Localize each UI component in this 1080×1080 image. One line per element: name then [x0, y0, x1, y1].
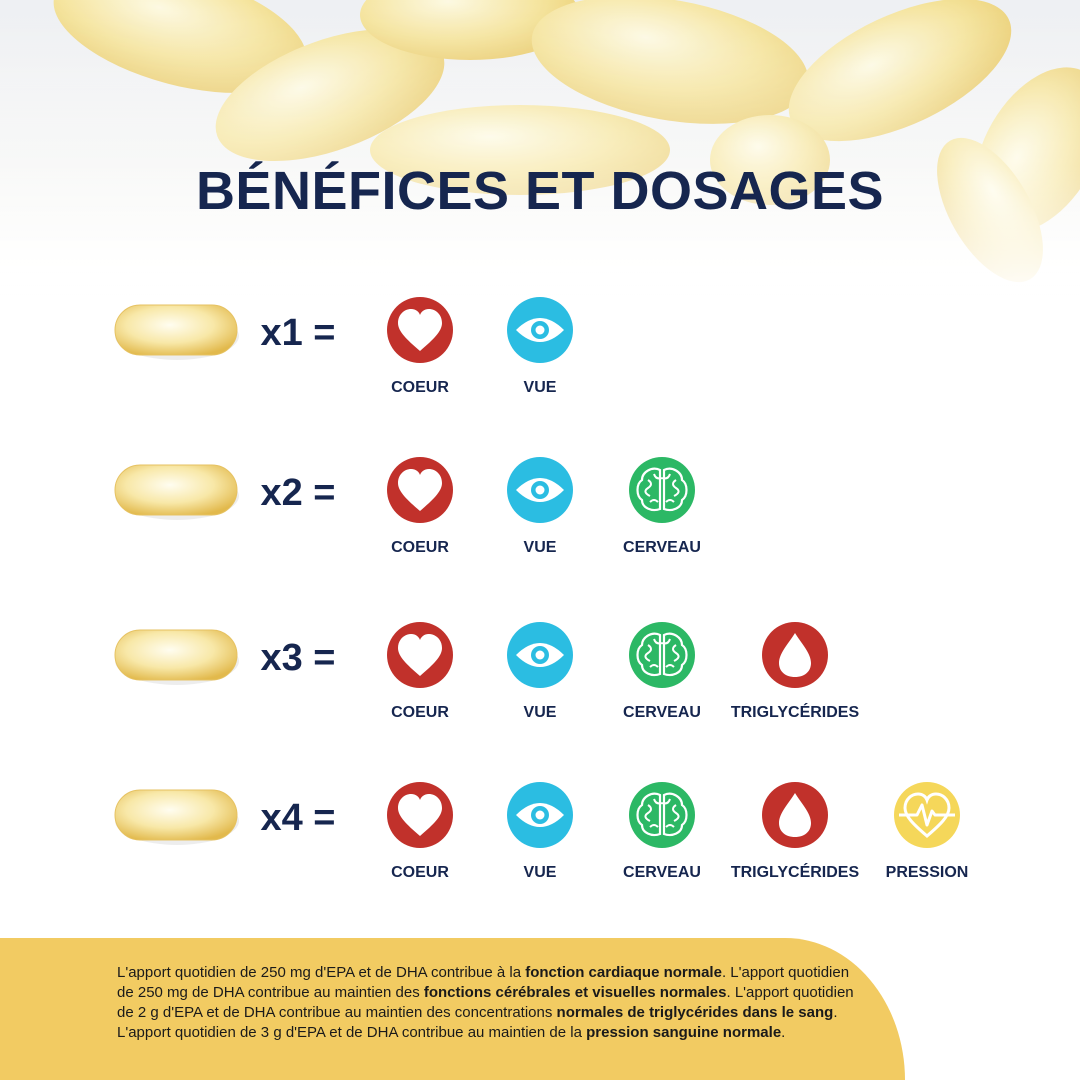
heart-glyph	[398, 794, 442, 836]
eye-pupil	[535, 325, 545, 335]
dosage-rows: x1 = COEUR VUE x2 = COEUR VUE CERVEAU x3 = COEUR…	[114, 297, 969, 881]
footnote-segment: . L'apport quotidien de 250 mg de DHA co…	[117, 964, 850, 1001]
benefit-icon	[387, 782, 453, 848]
capsule	[114, 304, 238, 356]
footnote-segment: L'apport quotidien de 250 mg d'EPA et de…	[117, 964, 526, 981]
footnote-bold: fonctions cérébrales et visuelles normal…	[423, 984, 727, 1001]
drop-glyph	[779, 793, 811, 837]
heart-glyph	[398, 469, 442, 511]
benefit-icon	[507, 782, 573, 848]
benefit-icon	[507, 622, 573, 688]
capsule	[114, 629, 238, 681]
brain-folds	[644, 638, 680, 668]
benefit-label: VUE	[524, 864, 557, 881]
footnote-segment: . L'apport quotidien de 2 g d'EPA et de …	[117, 984, 854, 1021]
benefit-icon	[762, 622, 828, 688]
benefit-label: VUE	[524, 539, 557, 556]
brain-glyph	[636, 467, 688, 512]
footnote-segment: . L'apport quotidien de 3 g d'EPA et de …	[117, 1004, 838, 1041]
benefit-icon	[629, 782, 695, 848]
benefit-icon	[762, 782, 828, 848]
benefit-label: COEUR	[391, 539, 449, 556]
eye-pupil	[535, 650, 545, 660]
benefit-label: COEUR	[391, 704, 449, 721]
footnote-panel: L'apport quotidien de 250 mg d'EPA et de…	[0, 938, 905, 1080]
footnote-bold: fonction cardiaque normale	[525, 964, 722, 981]
brain-folds	[644, 473, 680, 503]
brain-folds	[644, 798, 680, 828]
benefit-label: CERVEAU	[623, 864, 701, 881]
icon-circle	[629, 782, 695, 848]
dosage-row: x1 = COEUR VUE	[114, 297, 573, 396]
benefit-label: PRESSION	[886, 864, 969, 881]
pulse-line	[899, 803, 955, 827]
benefit-label: VUE	[524, 379, 557, 396]
drop-glyph	[779, 633, 811, 677]
heart-glyph	[398, 634, 442, 676]
dosage-row: x3 = COEUR VUE CERVEAU TRIGLYCÉRIDES	[114, 622, 860, 721]
dosage-row: x2 = COEUR VUE CERVEAU	[114, 457, 701, 556]
heart-glyph	[398, 309, 442, 351]
benefit-icon	[629, 622, 695, 688]
capsule-background	[0, 0, 1080, 300]
footnote-segment: .	[781, 1024, 786, 1041]
benefit-label: TRIGLYCÉRIDES	[731, 702, 860, 721]
dose-label: x2 =	[260, 472, 335, 514]
benefit-icon	[894, 782, 960, 848]
benefit-icon	[387, 297, 453, 363]
benefit-label: COEUR	[391, 379, 449, 396]
benefit-label: VUE	[524, 704, 557, 721]
dose-label: x1 =	[260, 312, 335, 354]
eye-pupil	[535, 810, 545, 820]
capsule	[114, 464, 238, 516]
dose-label: x3 =	[260, 637, 335, 679]
icon-circle	[629, 457, 695, 523]
benefit-icon	[387, 457, 453, 523]
capsule	[114, 789, 238, 841]
footnote-bold: normales de triglycérides dans le sang	[556, 1004, 834, 1021]
benefit-label: TRIGLYCÉRIDES	[731, 862, 860, 881]
benefit-label: CERVEAU	[623, 704, 701, 721]
eye-pupil	[535, 485, 545, 495]
heart-outline	[903, 792, 951, 838]
icon-circle	[629, 622, 695, 688]
dose-label: x4 =	[260, 797, 335, 839]
page-title: BÉNÉFICES ET DOSAGES	[195, 161, 885, 221]
brain-glyph	[636, 632, 688, 677]
benefit-icon	[507, 297, 573, 363]
benefit-label: COEUR	[391, 864, 449, 881]
footnote-text: L'apport quotidien de 250 mg d'EPA et de…	[117, 963, 869, 1043]
benefit-icon	[629, 457, 695, 523]
dosage-row: x4 = COEUR VUE CERVEAU TRIGLYCÉRIDES PRESSION	[114, 782, 969, 881]
brain-glyph	[636, 792, 688, 837]
footnote-bold: pression sanguine normale	[586, 1024, 782, 1041]
benefit-label: CERVEAU	[623, 539, 701, 556]
benefit-icon	[507, 457, 573, 523]
benefit-icon	[387, 622, 453, 688]
